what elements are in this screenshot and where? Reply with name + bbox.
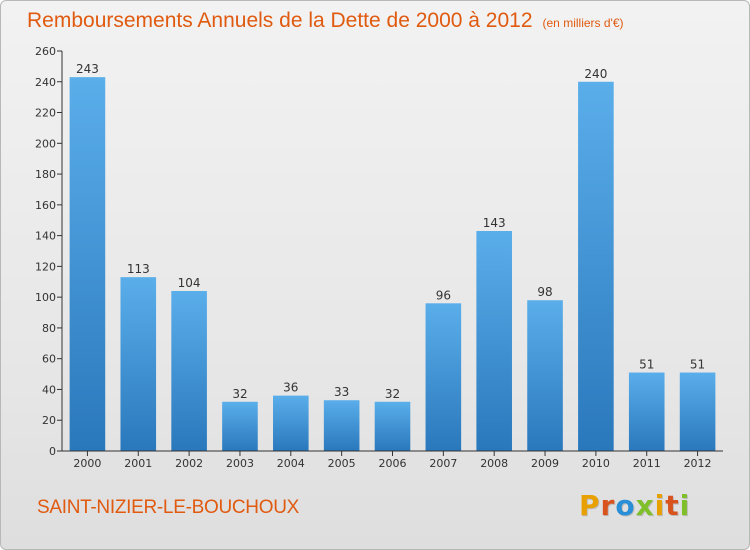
bar-value-label: 33: [334, 385, 349, 399]
bar-value-label: 32: [232, 387, 247, 401]
x-tick-label: 2001: [124, 457, 152, 470]
bar: [69, 77, 106, 452]
bar: [476, 231, 512, 451]
x-tick-label: 2012: [684, 457, 712, 470]
bar: [171, 291, 207, 451]
y-tick-label: 100: [35, 291, 56, 304]
y-tick-label: 80: [42, 322, 56, 335]
x-tick-label: 2005: [328, 457, 356, 470]
bar-value-label: 113: [127, 262, 150, 276]
x-tick-label: 2006: [379, 457, 407, 470]
y-tick-label: 60: [42, 353, 56, 366]
x-tick-label: 2011: [633, 457, 661, 470]
x-tick-label: 2008: [480, 457, 508, 470]
chart-title: Remboursements Annuels de la Dette de 20…: [27, 9, 624, 33]
bar-value-label: 51: [639, 358, 654, 372]
title-unit: (en milliers d'€): [542, 16, 624, 30]
logo-letter: t: [665, 489, 680, 522]
bar: [120, 277, 157, 451]
y-tick-label: 180: [35, 168, 56, 181]
bar: [578, 81, 614, 452]
x-tick-label: 2009: [531, 457, 559, 470]
bar: [273, 395, 309, 451]
bar-value-label: 36: [283, 381, 298, 395]
y-tick-label: 260: [35, 45, 56, 58]
bar-value-label: 98: [537, 285, 552, 299]
x-axis: 2000 2001 2002 2003 2004 2005 2006 2007 2008 2009…: [62, 450, 723, 470]
bar: [323, 400, 360, 451]
bar: [527, 300, 563, 451]
bar-chart: 0 20 40 60 80 100 120 140 160 180 200 220 240 260 243…: [35, 45, 723, 470]
logo-letter: P: [579, 489, 601, 522]
y-tick-label: 220: [35, 107, 56, 120]
x-tick-label: 2003: [226, 457, 254, 470]
commune-name: SAINT-NIZIER-LE-BOUCHOUX: [37, 497, 299, 518]
logo-letter: o: [615, 489, 636, 522]
logo-letter: i: [654, 489, 666, 522]
y-tick-label: 140: [35, 230, 56, 243]
bar: [679, 372, 716, 451]
x-tick-label: 2004: [277, 457, 305, 470]
x-tick-label: 2010: [582, 457, 610, 470]
bar-value-label: 104: [178, 276, 201, 290]
bar-value-label: 240: [584, 67, 607, 81]
bar: [628, 372, 665, 451]
bar-value-label: 243: [76, 62, 99, 76]
x-tick-label: 2000: [73, 457, 101, 470]
bar-value-label: 96: [436, 288, 451, 302]
y-tick-label: 240: [35, 76, 56, 89]
y-tick-label: 40: [42, 383, 56, 396]
y-tick-label: 120: [35, 260, 56, 273]
x-tick-label: 2007: [429, 457, 457, 470]
logo-letter: i: [679, 489, 691, 522]
x-tick-label: 2002: [175, 457, 203, 470]
bars: 243 113 104 32 36 33 32 96 143 98 240 51 51: [69, 62, 716, 452]
proxiti-logo: Proxiti: [579, 489, 690, 522]
y-tick-label: 20: [42, 414, 56, 427]
bar: [374, 401, 411, 451]
title-text: Remboursements Annuels de la Dette de 20…: [27, 9, 533, 32]
logo-letter: r: [600, 489, 616, 522]
logo-letter: x: [635, 489, 655, 522]
bar-value-label: 32: [385, 387, 400, 401]
bar: [425, 303, 462, 451]
y-axis: 0 20 40 60 80 100 120 140 160 180 200 220 240 260: [35, 45, 63, 458]
y-tick-label: 0: [49, 445, 56, 458]
y-tick-label: 200: [35, 137, 56, 150]
y-tick-label: 160: [35, 199, 56, 212]
bar-value-label: 143: [483, 216, 506, 230]
bar-value-label: 51: [690, 358, 705, 372]
bar: [222, 401, 258, 451]
